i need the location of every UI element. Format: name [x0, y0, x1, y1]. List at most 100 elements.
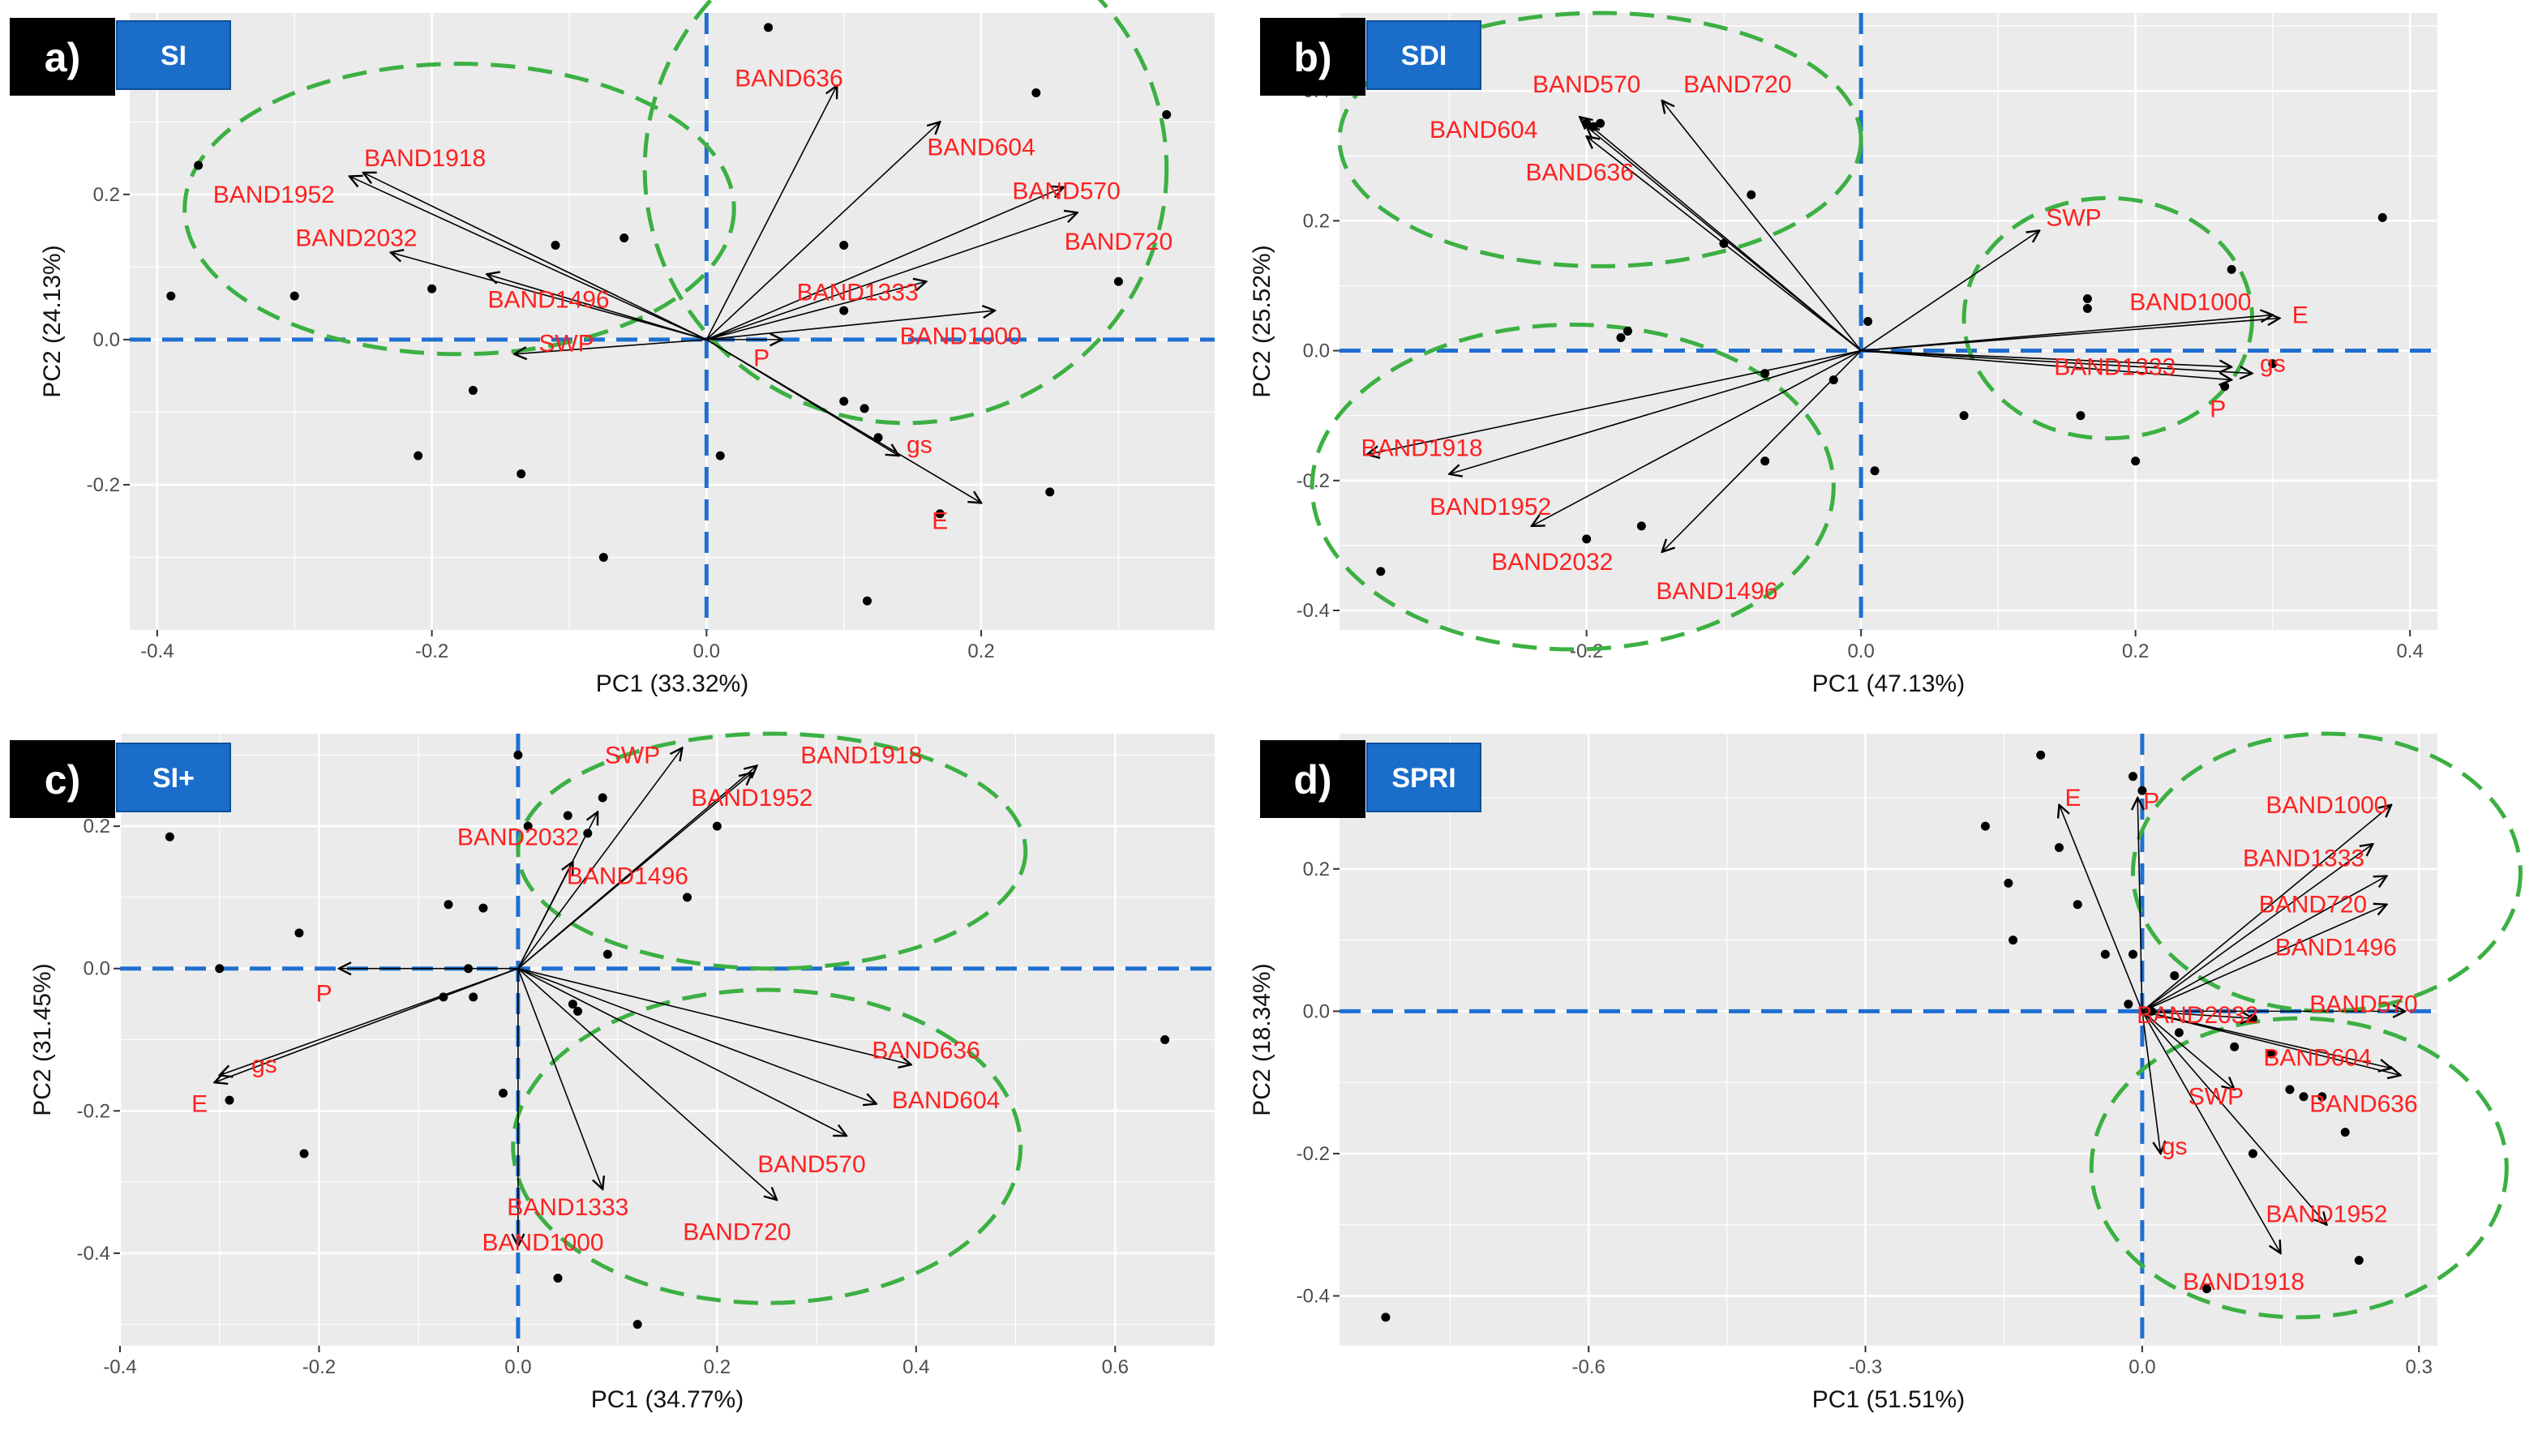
score-point [1980, 821, 1990, 831]
score-point [2054, 842, 2064, 852]
score-point [1162, 109, 1172, 119]
score-point [1031, 88, 1041, 97]
loading-label-band720: BAND720 [2259, 892, 2367, 919]
score-point [2124, 1000, 2133, 1009]
score-point [1959, 411, 1969, 421]
score-point [1045, 487, 1055, 497]
cluster-ellipse [1961, 195, 2255, 441]
loading-arrow-band720 [706, 212, 1077, 340]
loading-arrow-gs [2141, 1011, 2161, 1154]
x-axis-title: PC1 (51.51%) [1812, 1386, 1965, 1413]
loading-label-band570: BAND570 [1533, 71, 1640, 98]
score-point [839, 306, 849, 315]
loading-label-swp: SWP [2188, 1084, 2244, 1111]
loading-label-band604: BAND604 [892, 1087, 1000, 1114]
score-point [2082, 293, 2092, 303]
score-point [1870, 466, 1880, 476]
y-axis-title: PC2 (31.45%) [29, 963, 56, 1116]
loading-arrow-band636 [517, 967, 911, 1065]
loading-label-swp: SWP [2046, 204, 2101, 231]
loading-arrow-band1952 [2141, 1010, 2327, 1224]
loading-label-band720: BAND720 [1683, 71, 1791, 98]
score-point [194, 161, 204, 170]
loading-label-band1918: BAND1918 [2183, 1269, 2304, 1295]
loading-label-band636: BAND636 [1525, 159, 1633, 186]
score-point [2170, 970, 2180, 980]
x-tick-label: 0.2 [967, 640, 994, 662]
y-tick-label: -0.2 [77, 1100, 110, 1122]
score-point [935, 509, 945, 519]
loading-label-band1918: BAND1918 [800, 742, 922, 769]
score-point [598, 552, 608, 562]
cluster-ellipse [2089, 1016, 2509, 1320]
x-tick-label: -0.2 [302, 1356, 336, 1378]
score-point [2004, 878, 2013, 888]
cluster-ellipse [182, 62, 736, 357]
loading-arrow-e [2059, 805, 2143, 1012]
loading-label-band636: BAND636 [2309, 1091, 2417, 1118]
loading-arrow-band636 [705, 86, 837, 340]
loading-arrow-band1952 [517, 773, 752, 970]
score-point [478, 903, 488, 913]
y-tick-label: 0.2 [1303, 210, 1330, 232]
y-tick-label: -0.2 [1297, 1143, 1330, 1165]
loading-arrow-band2032 [391, 252, 707, 340]
y-tick-label: -0.4 [1297, 600, 1330, 622]
score-point [225, 1095, 234, 1105]
score-point [1747, 190, 1756, 199]
score-point [2100, 949, 2110, 959]
x-tick-label: 0.3 [2406, 1356, 2433, 1378]
loading-arrow-band720 [1662, 101, 1862, 352]
loading-arrow-band2032 [1532, 349, 1862, 526]
score-point [2317, 1092, 2327, 1102]
y-tick-label: -0.4 [77, 1243, 110, 1265]
loading-label-band1918: BAND1918 [1361, 435, 1483, 462]
score-point [2377, 212, 2387, 222]
score-point [2128, 772, 2138, 782]
score-point [598, 793, 607, 803]
index-badge-label: SI [161, 41, 186, 71]
loading-arrow-band604 [2141, 1010, 2391, 1068]
loading-label-band1496: BAND1496 [1656, 578, 1777, 605]
loading-arrow-p [2137, 798, 2142, 1012]
loading-label-swp: SWP [538, 330, 594, 357]
score-point [839, 240, 849, 250]
y-tick-label: 0.0 [1303, 340, 1330, 362]
loading-label-band1333: BAND1333 [797, 280, 919, 306]
loading-arrow-band636 [2141, 1010, 2401, 1075]
score-point [553, 1274, 563, 1283]
panel-letter: c) [45, 757, 80, 803]
loading-arrow-swp [517, 748, 683, 970]
loading-arrow-band1000 [2141, 805, 2391, 1012]
score-point [1760, 456, 1770, 466]
score-point [860, 404, 869, 413]
score-point [573, 1006, 583, 1016]
score-point [517, 469, 526, 479]
score-point [289, 291, 299, 301]
loading-label-band1952: BAND1952 [691, 785, 812, 812]
loading-arrow-band1496 [2141, 905, 2387, 1013]
score-point [2354, 1256, 2364, 1265]
loading-label-p: P [316, 980, 332, 1007]
y-tick-label: 0.0 [93, 329, 120, 351]
plot-background [1340, 13, 2437, 630]
panel-sdi: -0.20.00.20.4-0.4-0.20.00.20.4BAND570BAN… [1249, 11, 2437, 697]
loading-label-band2032: BAND2032 [295, 225, 417, 252]
score-point [1582, 534, 1592, 544]
score-point [215, 964, 225, 974]
y-tick-label: 0.2 [1303, 859, 1330, 880]
loading-label-band1952: BAND1952 [2266, 1201, 2387, 1228]
loading-arrow-band570 [706, 187, 1063, 340]
score-point [1376, 567, 1386, 576]
score-point [764, 23, 774, 32]
score-point [299, 1149, 309, 1158]
y-tick-label: 0.0 [1303, 1000, 1330, 1022]
score-point [2220, 382, 2230, 392]
panel-letter-box [1260, 18, 1365, 96]
score-point [563, 811, 572, 820]
loading-label-band1952: BAND1952 [213, 182, 335, 208]
panel-letter: b) [1293, 35, 1331, 80]
loading-label-p: P [753, 345, 770, 371]
score-point [2036, 750, 2046, 760]
loading-label-band1333: BAND1333 [2243, 846, 2364, 872]
